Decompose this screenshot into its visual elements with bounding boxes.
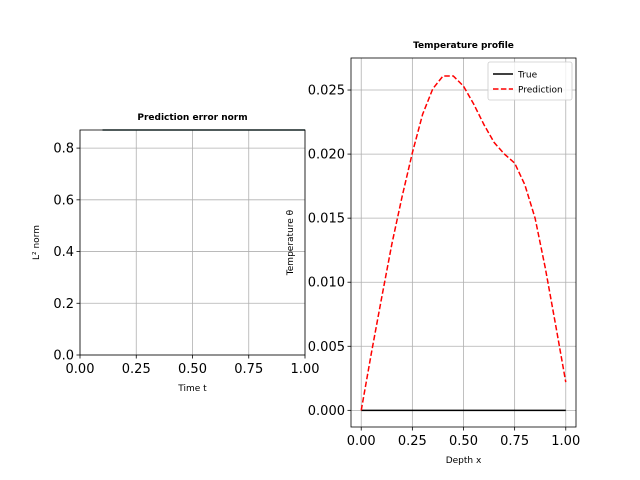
legend: True Prediction xyxy=(487,61,573,101)
temperature-profile-title: Temperature profile xyxy=(413,41,514,51)
x-tick-label: 1.00 xyxy=(551,434,580,449)
y-tick-label: 0.4 xyxy=(53,245,74,260)
error-norm-xlabel: Time t xyxy=(177,384,207,394)
x-tick-label: 1.00 xyxy=(291,362,320,377)
error-norm-ylabel: L² norm xyxy=(32,225,42,260)
temperature-profile-ylabel: Temperature θ xyxy=(286,209,296,276)
prediction-line xyxy=(360,75,567,411)
x-tick-label: 0.25 xyxy=(398,434,427,449)
x-tick-label: 0.00 xyxy=(66,362,95,377)
temperature-profile-series xyxy=(360,75,567,412)
error-norm-ticks: 0.00 0.25 0.50 0.75 1.00 0.0 0.2 0.4 0.6 0.8 xyxy=(53,142,319,377)
y-tick-label: 0.020 xyxy=(308,148,345,163)
legend-box xyxy=(487,61,573,101)
y-tick-label: 0.0 xyxy=(53,349,74,364)
x-tick-label: 0.50 xyxy=(449,434,478,449)
x-tick-label: 0.00 xyxy=(347,434,376,449)
x-tick-label: 0.50 xyxy=(178,362,207,377)
temperature-profile-ticks: 0.00 0.25 0.50 0.75 1.00 0.000 0.005 0.010 0.015… xyxy=(308,84,580,449)
y-tick-label: 0.010 xyxy=(308,276,345,291)
y-tick-label: 0.8 xyxy=(53,142,74,157)
y-tick-label: 0.6 xyxy=(53,193,74,208)
y-tick-label: 0.025 xyxy=(308,84,345,99)
error-norm-title: Prediction error norm xyxy=(137,113,247,123)
temperature-profile-xlabel: Depth x xyxy=(446,456,482,466)
y-tick-label: 0.015 xyxy=(308,212,345,227)
x-tick-label: 0.75 xyxy=(234,362,263,377)
legend-label-prediction: Prediction xyxy=(518,86,563,96)
y-tick-label: 0.2 xyxy=(53,297,74,312)
y-tick-label: 0.005 xyxy=(308,340,345,355)
temperature-profile-chart: 0.00 0.25 0.50 0.75 1.00 0.000 0.005 0.010 0.015… xyxy=(286,41,580,466)
y-tick-label: 0.000 xyxy=(308,404,345,419)
x-tick-label: 0.25 xyxy=(122,362,151,377)
temperature-profile-grid xyxy=(351,58,576,427)
error-norm-chart: 0.00 0.25 0.50 0.75 1.00 0.0 0.2 0.4 0.6 0.8 Pred… xyxy=(32,113,319,394)
legend-label-true: True xyxy=(517,71,538,81)
x-tick-label: 0.75 xyxy=(500,434,529,449)
